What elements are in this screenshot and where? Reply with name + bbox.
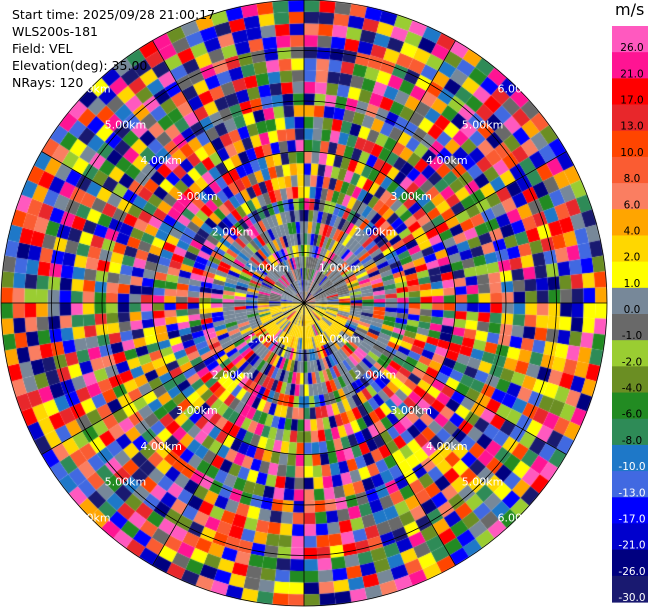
colorbar-swatch: [612, 235, 648, 263]
colorbar-unit: m/s: [615, 0, 645, 19]
site-label: WLS200s-181: [12, 24, 98, 39]
colorbar-tick-label: 17.0: [620, 95, 643, 107]
azimuth-spoke: [303, 40, 456, 304]
scan-metadata: Start time: 2025/09/28 21:00:17 WLS200s-…: [12, 6, 215, 91]
colorbar-tick-label: -10.0: [618, 461, 645, 473]
colorbar-tick-label: -8.0: [622, 435, 643, 447]
range-ring-label: 2.00km: [355, 226, 397, 239]
range-ring-label: 5.00km: [105, 476, 147, 489]
range-ring-label: 3.00km: [390, 404, 432, 417]
colorbar-swatch: [612, 209, 648, 237]
colorbar-swatch: [612, 366, 648, 394]
colorbar-tick-label: -21.0: [618, 540, 645, 552]
nrays-label: NRays: 120: [12, 75, 84, 90]
colorbar-tick-label: 4.0: [624, 225, 641, 237]
range-ring-label: 6.00km: [497, 83, 539, 96]
range-ring-label: 6.00km: [69, 511, 111, 524]
colorbar-tick-label: 8.0: [624, 173, 641, 185]
colorbar-swatch: [612, 523, 648, 551]
range-ring-label: 5.00km: [462, 118, 504, 131]
colorbar-swatch: [612, 471, 648, 498]
colorbar-tick-label: -2.0: [622, 356, 643, 368]
colorbar-tick-label: -17.0: [618, 513, 645, 525]
elevation-label: Elevation(deg): 35.00: [12, 58, 148, 73]
colorbar-swatch: [612, 104, 648, 132]
range-ring-label: 1.00km: [248, 261, 290, 274]
colorbar-swatch: [612, 287, 648, 315]
colorbar-tick-label: 2.0: [624, 252, 641, 264]
ppi-overlay: 1.00km 1.00km 1.00km 1.00km 2.00km 2.00km 2.00…: [0, 0, 608, 607]
colorbar-swatch: [612, 26, 648, 53]
colorbar-tick-label: 10.0: [620, 147, 643, 159]
colorbar-tick-label: 1.0: [624, 278, 641, 290]
colorbar-swatch: [612, 340, 648, 367]
azimuth-spoke: [303, 151, 567, 304]
colorbar-tick-label: -30.0: [618, 592, 645, 604]
colorbar-swatch: [612, 444, 648, 472]
range-ring-label: 1.00km: [319, 333, 361, 346]
colorbar-tick-label: -26.0: [618, 566, 645, 578]
colorbar-tick-label: -6.0: [622, 409, 643, 421]
colorbar-swatch: [612, 130, 648, 158]
start-time-label: Start time: 2025/09/28 21:00:17: [12, 7, 216, 22]
colorbar-swatch: [612, 575, 648, 603]
colorbar-swatch: [612, 549, 648, 577]
range-ring-label: 3.00km: [176, 190, 218, 203]
range-ring-label: 1.00km: [248, 333, 290, 346]
colorbar-tick-label: 13.0: [620, 121, 643, 133]
colorbar-swatch: [612, 183, 648, 210]
colorbar-swatch: [612, 52, 648, 79]
colorbar-tick-label: 21.0: [620, 68, 643, 80]
colorbar-tick-label: -4.0: [622, 383, 643, 395]
colorbar-swatch: [612, 261, 648, 289]
range-ring-label: 6.00km: [69, 83, 111, 96]
colorbar-swatch: [612, 497, 648, 525]
azimuth-spoke: [303, 302, 567, 455]
colorbar-tick-label: 26.0: [620, 42, 643, 54]
range-ring-label: 5.00km: [105, 118, 147, 131]
colorbar: 26.0 21.0 17.0 13.0 10.0 8.0 6.0 4.0 2.0 1.0 0.0 -1…: [612, 26, 648, 604]
colorbar-tick-label: 6.0: [624, 199, 641, 211]
range-ring-label: 5.00km: [462, 476, 504, 489]
range-ring-label: 2.00km: [355, 368, 397, 381]
range-ring-label: 4.00km: [426, 440, 468, 453]
azimuth-spoke: [152, 40, 305, 304]
colorbar-swatch: [612, 392, 648, 420]
field-label: Field: VEL: [12, 41, 73, 56]
azimuth-spoke: [41, 302, 305, 455]
colorbar-tick-label: -13.0: [618, 487, 645, 499]
azimuth-spoke: [303, 302, 456, 566]
range-ring-label: 1.00km: [319, 261, 361, 274]
azimuth-spoke: [152, 302, 305, 566]
range-ring-label: 4.00km: [140, 154, 182, 167]
colorbar-swatch: [612, 314, 648, 341]
colorbar-swatch: [612, 418, 648, 446]
range-ring-label: 2.00km: [212, 226, 254, 239]
range-ring-label: 3.00km: [176, 404, 218, 417]
range-ring-label: 4.00km: [140, 440, 182, 453]
colorbar-tick-label: -1.0: [622, 330, 643, 342]
colorbar-swatch: [612, 78, 648, 106]
colorbar-swatch: [612, 156, 648, 184]
range-ring-label: 2.00km: [212, 368, 254, 381]
range-ring-label: 6.00km: [497, 511, 539, 524]
range-ring-label: 3.00km: [390, 190, 432, 203]
colorbar-tick-label: 0.0: [624, 304, 641, 316]
range-ring-label: 4.00km: [426, 154, 468, 167]
azimuth-spoke: [41, 151, 305, 304]
